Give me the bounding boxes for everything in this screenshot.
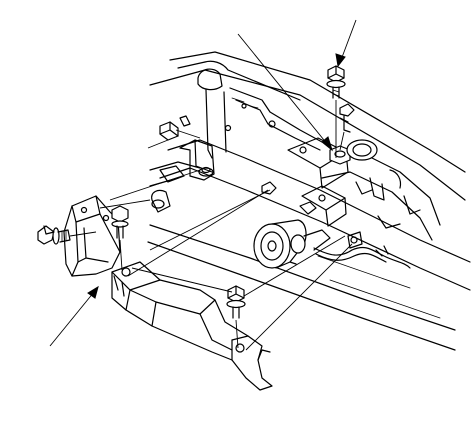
flange-bolt xyxy=(226,285,246,319)
flange-bolt xyxy=(37,225,71,245)
arrow-top-right xyxy=(335,19,357,68)
horn xyxy=(253,219,331,269)
radiator-support-bracket xyxy=(151,139,215,213)
clip-fastener xyxy=(261,181,317,215)
side-splash-shield xyxy=(63,195,121,277)
nut xyxy=(329,139,378,165)
clip-fastener xyxy=(339,103,355,133)
wire-harness xyxy=(313,231,411,269)
arrow-top-center xyxy=(237,33,333,152)
nut xyxy=(159,115,191,141)
mounting-bolt xyxy=(326,65,346,99)
alignment-lines xyxy=(69,100,353,351)
arrow-bottom-left xyxy=(49,285,99,347)
splash-shield xyxy=(111,261,273,391)
flange-bolt xyxy=(111,205,129,239)
